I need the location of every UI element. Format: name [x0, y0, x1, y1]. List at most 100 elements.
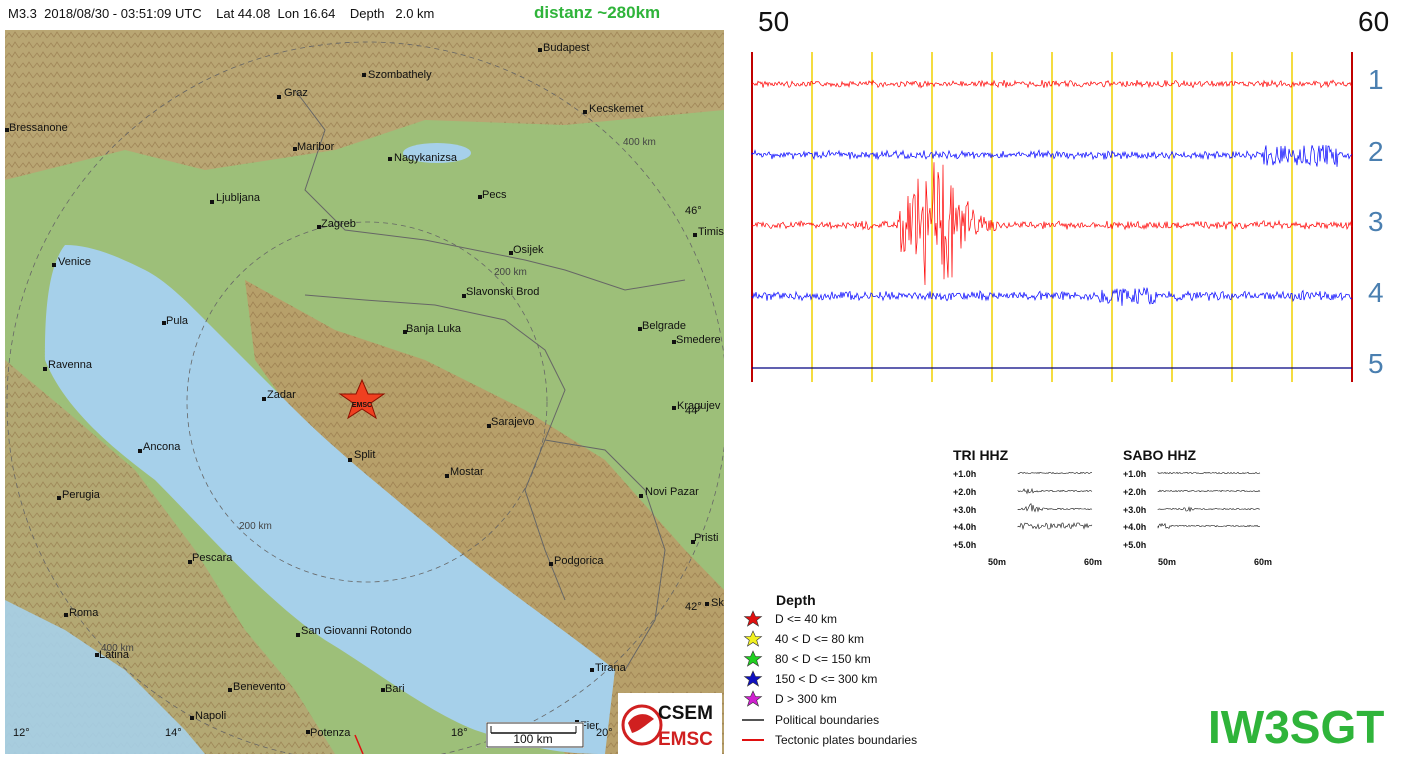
lon-label: 12°	[13, 727, 30, 739]
logo-emsc-text: EMSC	[658, 729, 713, 750]
city-label: San Giovanni Rotondo	[301, 625, 412, 637]
city-label: Tirana	[595, 662, 627, 674]
mini-panel-title-sabo: SABO HHZ	[1123, 447, 1197, 463]
map-scale-bar: 100 km	[486, 722, 584, 748]
event-header: M3.3 2018/08/30 - 03:51:09 UTC Lat 44.08…	[0, 0, 740, 30]
mini-helicorder-traces	[1017, 471, 1261, 530]
star-icon	[743, 630, 763, 647]
mini-row-label: +2.0h	[953, 487, 977, 497]
city-label: Graz	[284, 87, 308, 99]
mini-x-tick: 50m	[988, 557, 1007, 567]
legend-item-label: 40 < D <= 80 km	[775, 632, 865, 646]
lon-label: 18°	[451, 727, 468, 739]
political-boundary-2	[304, 294, 566, 601]
lake-balaton	[403, 143, 471, 163]
legend-item: D > 300 km	[742, 690, 1002, 708]
city-label: Ljubljana	[216, 192, 261, 204]
city-label: Kecskemet	[589, 103, 643, 115]
seismogram-trace	[751, 162, 1353, 286]
city-label: Bressanone	[9, 122, 68, 134]
city-label: Szombathely	[368, 69, 432, 81]
legend-item: D <= 40 km	[742, 610, 1002, 628]
city-label: Zadar	[267, 389, 296, 401]
city-label: Novi Pazar	[645, 486, 699, 498]
city-label: Kragujev	[677, 400, 721, 412]
ring-label: 200 km	[239, 521, 272, 532]
station-callsign: IW3SGT	[1208, 701, 1385, 753]
epicenter-star-icon[interactable]: EMSC	[338, 378, 386, 420]
city-label: Roma	[69, 607, 99, 619]
ring-label: 200 km	[494, 267, 527, 278]
mini-row-label: +4.0h	[1123, 522, 1147, 532]
city-label: Ancona	[143, 441, 181, 453]
city-label: Perugia	[62, 489, 101, 501]
row-number: 3	[1368, 206, 1384, 237]
lon-label: 20°	[596, 727, 613, 739]
mini-trace	[1157, 489, 1261, 493]
line-icon	[742, 739, 764, 741]
city-label: Slavonski Brod	[466, 286, 539, 298]
city-label: Budapest	[543, 42, 589, 54]
legend-item: Political boundaries	[742, 711, 1002, 729]
map-canvas: Budapest Szombathely Graz Kecskemet Bres…	[5, 30, 724, 754]
star-icon	[743, 650, 763, 667]
mini-row-label: +5.0h	[1123, 540, 1147, 550]
legend-item-label: Political boundaries	[775, 713, 880, 727]
city-label: Smedere	[676, 334, 721, 346]
legend-item: 40 < D <= 80 km	[742, 630, 1002, 648]
city-label: Osijek	[513, 244, 544, 256]
axis-end-label: 60	[1358, 6, 1390, 37]
alps-relief	[5, 30, 724, 180]
star-icon	[743, 690, 763, 707]
distance-ring-400	[6, 41, 724, 754]
legend-item-label: 80 < D <= 150 km	[775, 652, 871, 666]
city-label: Pecs	[482, 189, 507, 201]
line-icon	[742, 719, 764, 721]
city-label: Bari	[385, 683, 405, 695]
legend-item-label: D <= 40 km	[775, 612, 838, 626]
row-number: 2	[1368, 136, 1384, 167]
political-boundary-3	[544, 439, 666, 671]
lat-label: 44°	[685, 405, 702, 417]
csem-emsc-logo: CSEM EMSC	[618, 693, 722, 754]
mini-trace	[1157, 471, 1261, 475]
city-label: Nagykanizsa	[394, 152, 458, 164]
depth-legend: Depth D <= 40 km 40 < D <= 80 km 80 < D …	[742, 590, 1002, 754]
political-boundary-1	[294, 89, 686, 291]
city-label: Venice	[58, 256, 91, 268]
city-label: Split	[354, 449, 375, 461]
seismogram-trace	[751, 286, 1353, 306]
city-label: Napoli	[195, 710, 226, 722]
mini-x-tick: 50m	[1158, 557, 1177, 567]
mini-row-label: +4.0h	[953, 522, 977, 532]
mini-row-label: +5.0h	[953, 540, 977, 550]
city-label: Zagreb	[321, 218, 356, 230]
legend-item: Tectonic plates boundaries	[742, 731, 1002, 749]
city-label: Timis	[698, 226, 724, 238]
mini-x-tick: 60m	[1084, 557, 1103, 567]
legend-item-label: 150 < D <= 300 km	[775, 672, 878, 686]
city-label: Sarajevo	[491, 416, 534, 428]
seismogram-panel: 50 60 1 2 3 4 5	[738, 0, 1403, 390]
city-label: Pula	[166, 315, 189, 327]
row-number: 4	[1368, 277, 1384, 308]
earthquake-map[interactable]: Budapest Szombathely Graz Kecskemet Bres…	[5, 30, 724, 754]
row-number: 1	[1368, 64, 1384, 95]
mini-panel-title-tri: TRI HHZ	[953, 447, 1009, 463]
mini-trace	[1017, 522, 1093, 530]
lat-label: 42°	[685, 601, 702, 613]
legend-title: Depth	[776, 592, 816, 608]
lon-label: 14°	[165, 727, 182, 739]
adriatic-sea	[45, 245, 615, 754]
scale-label: 100 km	[513, 732, 552, 746]
lat-label: 46°	[685, 205, 702, 217]
ring-label: 400 km	[623, 137, 656, 148]
city-label: Podgorica	[554, 555, 604, 567]
city-label: Pescara	[192, 552, 233, 564]
legend-item: 150 < D <= 300 km	[742, 670, 1002, 688]
city-label: Ravenna	[48, 359, 93, 371]
mini-trace	[1157, 522, 1261, 529]
city-label: Latina	[99, 649, 130, 661]
event-info: M3.3 2018/08/30 - 03:51:09 UTC Lat 44.08…	[8, 6, 435, 21]
mini-row-label: +1.0h	[1123, 469, 1147, 479]
